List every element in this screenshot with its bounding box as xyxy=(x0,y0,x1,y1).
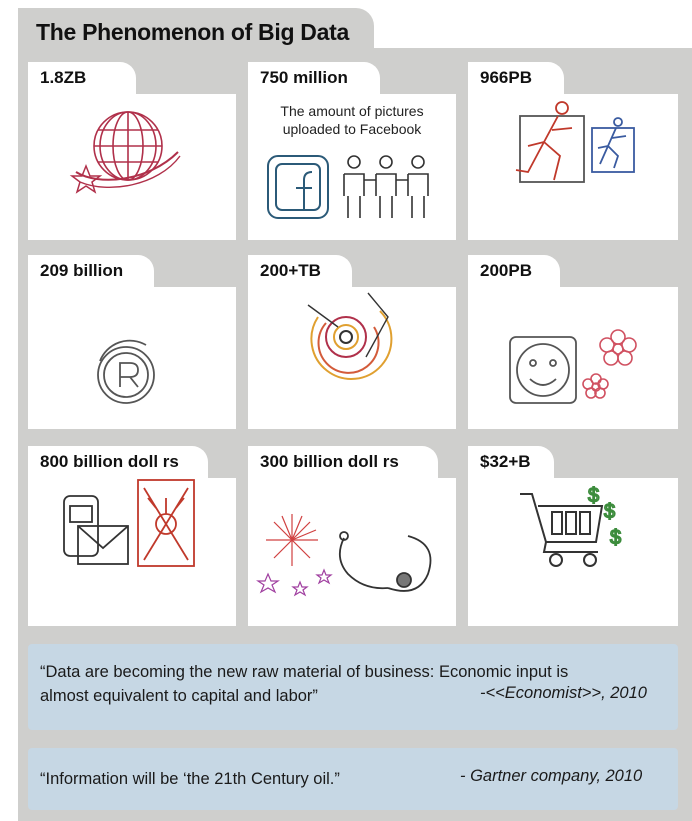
quote-box-2: “Information will be ‘the 21th Century o… xyxy=(28,748,678,810)
phone-mail-icon xyxy=(63,479,195,567)
svg-text:$: $ xyxy=(604,501,615,523)
card-tab-2: 750 million xyxy=(248,62,380,94)
registered-trademark-icon xyxy=(97,339,155,404)
card-tab-7: 800 billion doll rs xyxy=(28,446,208,478)
quote-box-1: “Data are becoming the new raw material … xyxy=(28,644,678,730)
globe-icon xyxy=(69,111,181,194)
card-tab-8: 300 billion doll rs xyxy=(248,446,438,478)
card-label-8: 300 billion doll rs xyxy=(260,452,399,471)
concentric-circles-icon xyxy=(307,292,393,380)
svg-text:$: $ xyxy=(610,527,621,549)
card-tab-9: $32+B xyxy=(468,446,554,478)
quote-source-2: - Gartner company, 2010 xyxy=(460,767,643,785)
shopping-cart-icon: $ $ $ xyxy=(520,484,622,567)
card-1 xyxy=(28,94,236,240)
card-8 xyxy=(248,478,456,626)
card-tab-6: 200PB xyxy=(468,255,560,287)
facebook-people-icon xyxy=(267,155,429,219)
page-title: The Phenomenon of Big Data xyxy=(36,19,349,45)
quote-text-1: “Data are becoming the new raw material … xyxy=(40,663,569,705)
card-label-3: 966PB xyxy=(480,68,532,87)
card-tab-3: 966PB xyxy=(468,62,564,94)
card-tab-4: 209 billion xyxy=(28,255,154,287)
card-7 xyxy=(28,478,236,626)
card-caption: The amount of pictures uploaded to Faceb… xyxy=(280,103,424,137)
card-label-1: 1.8ZB xyxy=(40,68,87,87)
card-label-4: 209 billion xyxy=(40,261,124,280)
quote-text-2: “Information will be ‘the 21th Century o… xyxy=(40,770,340,788)
card-label-7: 800 billion doll rs xyxy=(40,452,179,471)
card-4 xyxy=(28,287,236,429)
fireworks-stethoscope-icon xyxy=(256,514,432,597)
card-6 xyxy=(468,287,678,429)
title-tab: The Phenomenon of Big Data xyxy=(18,8,374,50)
card-3 xyxy=(468,94,678,240)
card-label-9: $32+B xyxy=(480,452,531,471)
card-9: $ $ $ xyxy=(468,478,678,626)
card-tab-1: 1.8ZB xyxy=(28,62,136,94)
card-label-6: 200PB xyxy=(480,261,532,280)
smiley-flowers-icon xyxy=(509,329,637,404)
card-label-2: 750 million xyxy=(260,68,348,87)
running-figures-icon xyxy=(515,101,635,183)
card-2: The amount of pictures uploaded to Faceb… xyxy=(248,94,456,240)
svg-text:$: $ xyxy=(588,485,599,507)
card-tab-5: 200+TB xyxy=(248,255,352,287)
card-label-5: 200+TB xyxy=(260,261,321,280)
quote-source-1: -<<Economist>>, 2010 xyxy=(480,684,647,702)
card-5 xyxy=(248,287,456,429)
